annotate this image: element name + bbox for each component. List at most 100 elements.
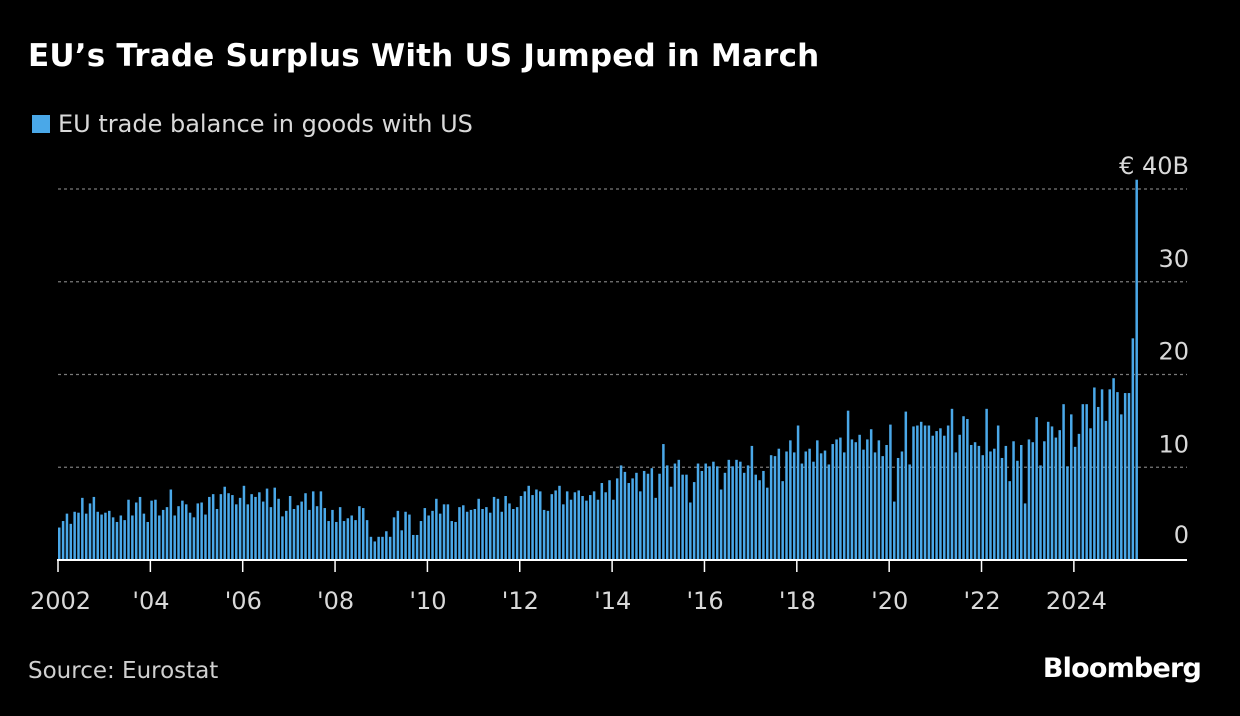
bar [439, 514, 442, 560]
bar [762, 471, 765, 560]
bar [797, 426, 800, 560]
bar [766, 488, 769, 560]
bar [273, 488, 276, 560]
bar [235, 504, 238, 560]
bar [516, 507, 519, 560]
bar [527, 486, 530, 560]
bar [1039, 465, 1042, 560]
bar [166, 507, 169, 560]
bar [577, 490, 580, 560]
bar [293, 509, 296, 560]
bar [524, 491, 527, 560]
bar [458, 507, 461, 560]
bar [324, 508, 327, 560]
bar [397, 511, 400, 560]
bar [170, 490, 173, 560]
bar [393, 517, 396, 560]
bar [662, 444, 665, 560]
bar [589, 495, 592, 560]
bar [1070, 414, 1073, 560]
bar [220, 494, 223, 560]
bar [651, 468, 654, 560]
bar [443, 504, 446, 560]
bar [1016, 461, 1019, 560]
bar [635, 473, 638, 560]
bar [708, 466, 711, 560]
bar [1074, 447, 1077, 560]
bar [985, 409, 988, 560]
bar [562, 504, 565, 560]
bar [616, 478, 619, 560]
bar [558, 486, 561, 560]
bar [389, 537, 392, 560]
bar [377, 537, 380, 560]
bar [370, 537, 373, 560]
bar [189, 513, 192, 560]
bar [716, 466, 719, 560]
bar [543, 510, 546, 560]
x-tick-label: 2002 [30, 587, 91, 615]
bloomberg-logo: Bloomberg [1043, 653, 1201, 684]
bar [955, 452, 958, 560]
bar [928, 426, 931, 560]
bar [674, 464, 677, 560]
bar [1005, 446, 1008, 560]
bar [747, 465, 750, 560]
bar [262, 502, 265, 560]
bar [400, 530, 403, 560]
bar [678, 460, 681, 560]
bar [1112, 378, 1115, 560]
bar [250, 494, 253, 560]
bar [831, 444, 834, 560]
bar [601, 483, 604, 560]
x-tick-label: '04 [132, 587, 169, 615]
bar [212, 494, 215, 560]
bar [520, 496, 523, 560]
bar [858, 435, 861, 560]
bar [943, 436, 946, 560]
bar [754, 475, 757, 560]
bar [862, 450, 865, 560]
bar [816, 440, 819, 560]
bar [1047, 422, 1050, 560]
bar [712, 462, 715, 560]
bar [266, 489, 269, 560]
bar [420, 521, 423, 560]
bar [847, 411, 850, 560]
bar [735, 460, 738, 560]
bar [808, 449, 811, 560]
bar [131, 515, 134, 560]
bar [647, 474, 650, 560]
bar [158, 515, 161, 560]
bar [308, 510, 311, 560]
bar [631, 478, 634, 560]
bar [331, 510, 334, 560]
bar [358, 506, 361, 560]
bar [85, 514, 88, 560]
bar [958, 435, 961, 560]
bar [381, 537, 384, 560]
bar [681, 475, 684, 560]
bar [701, 471, 704, 560]
bar [427, 515, 430, 560]
bar [200, 503, 203, 561]
bar [223, 487, 226, 560]
bar [1093, 387, 1096, 560]
bar [127, 500, 130, 560]
bar [774, 456, 777, 560]
bar [535, 490, 538, 560]
bar [489, 513, 492, 560]
x-tick-label: 2024 [1046, 587, 1107, 615]
bar [593, 491, 596, 560]
bar [947, 426, 950, 560]
bar [685, 475, 688, 560]
bar [454, 522, 457, 560]
bar [254, 497, 257, 560]
bar [889, 425, 892, 560]
bar [835, 439, 838, 560]
bar [916, 426, 919, 560]
bar [1105, 421, 1108, 560]
bar [1120, 414, 1123, 560]
bar [993, 449, 996, 560]
bar [408, 515, 411, 560]
